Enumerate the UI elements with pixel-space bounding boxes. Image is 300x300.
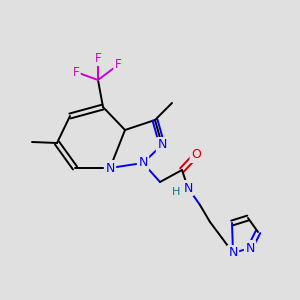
Text: F: F xyxy=(115,58,121,71)
Text: N: N xyxy=(183,182,193,194)
Text: O: O xyxy=(191,148,201,161)
Text: H: H xyxy=(172,187,180,197)
Text: F: F xyxy=(95,52,101,64)
Text: N: N xyxy=(138,157,148,169)
Text: N: N xyxy=(105,161,115,175)
Text: N: N xyxy=(157,139,167,152)
Text: N: N xyxy=(245,242,255,254)
Text: N: N xyxy=(228,247,238,260)
Text: F: F xyxy=(73,65,79,79)
